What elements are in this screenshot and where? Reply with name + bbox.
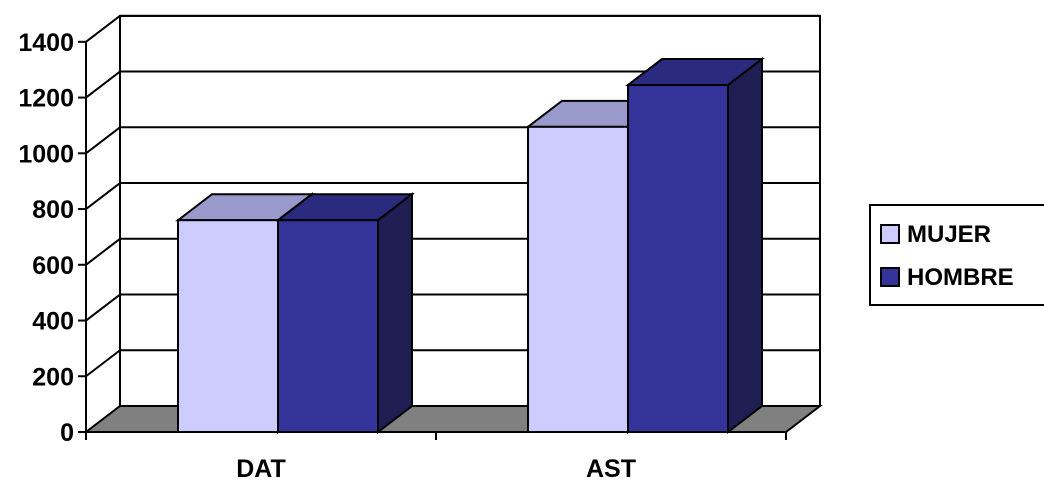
- y-tick-label: 600: [32, 252, 74, 280]
- gridline-side: [85, 237, 121, 266]
- bars: [175, 56, 765, 435]
- y-tick-label: 1200: [18, 85, 74, 113]
- bar-side-face: [377, 192, 413, 435]
- x-tick-labels: DAT AST: [236, 455, 636, 482]
- back-wall-border: [119, 14, 821, 406]
- axes: [78, 40, 787, 440]
- y-tick-labels: 0 200 400 600 800 1000 1200 1400: [18, 29, 74, 447]
- gridline-side: [85, 126, 121, 155]
- gridline-side: [85, 182, 121, 210]
- x-tick-label: AST: [586, 455, 636, 482]
- gridline-side: [85, 349, 121, 378]
- gridline-side: [85, 15, 121, 43]
- legend-swatch-hombre: [880, 267, 900, 287]
- legend-label-hombre: HOMBRE: [907, 264, 1014, 291]
- y-tick-label: 1000: [18, 140, 74, 168]
- x-tick-label: DAT: [236, 455, 286, 482]
- legend-swatch-mujer: [880, 224, 900, 244]
- y-tick-label: 800: [32, 196, 74, 224]
- bar: [625, 56, 765, 435]
- bar-front-face: [277, 219, 379, 433]
- bar-front-face: [177, 219, 279, 433]
- gridline-side: [85, 70, 121, 99]
- bar-front-face: [627, 84, 729, 434]
- gridline-side: [85, 293, 121, 322]
- bar-front-face: [527, 125, 629, 434]
- legend-label-mujer: MUJER: [907, 221, 991, 248]
- bar: [275, 192, 415, 435]
- y-tick-label: 0: [60, 419, 74, 447]
- bar-side-face: [727, 56, 763, 435]
- y-tick-label: 1400: [18, 29, 74, 57]
- legend-box: [869, 204, 1044, 306]
- legend: MUJER HOMBRE: [869, 204, 1044, 306]
- y-tick-label: 400: [32, 308, 74, 336]
- y-tick-label: 200: [32, 363, 74, 391]
